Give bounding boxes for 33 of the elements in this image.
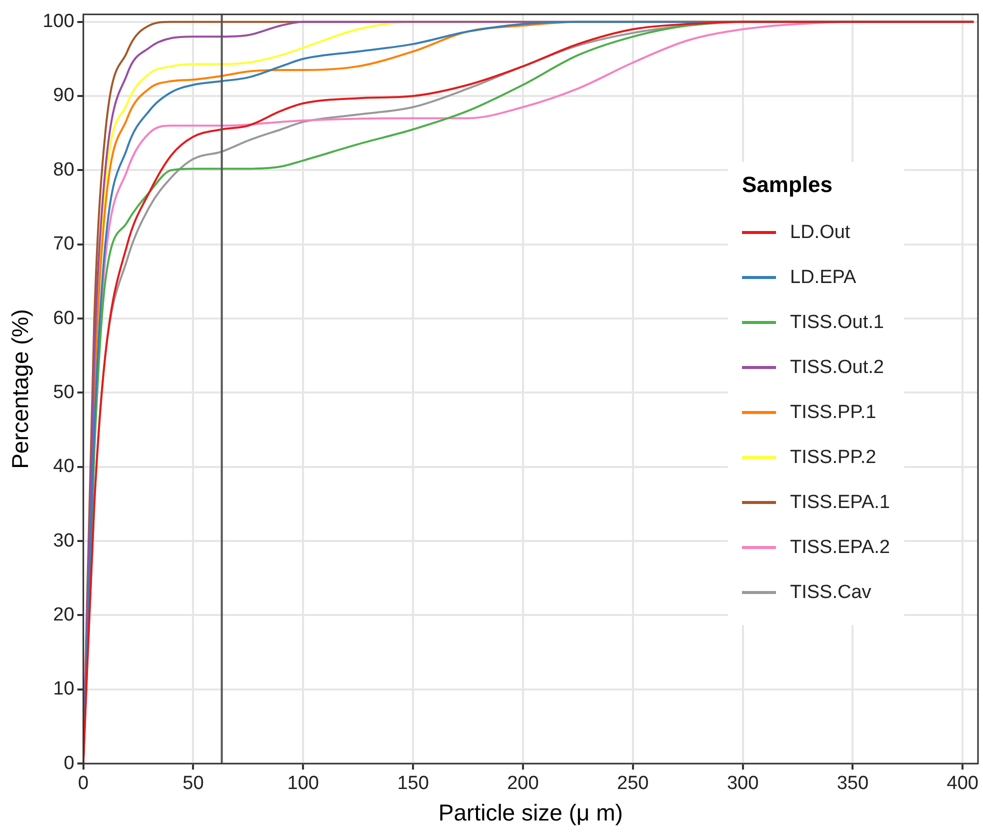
x-tick-label: 100 <box>287 773 319 794</box>
y-tick-label: 90 <box>53 85 74 106</box>
legend-label: TISS.EPA.1 <box>790 492 890 514</box>
y-tick-label: 60 <box>53 308 74 329</box>
x-tick-label: 350 <box>836 773 869 794</box>
y-tick-label: 20 <box>53 604 74 626</box>
y-tick-label: 30 <box>53 530 74 552</box>
x-tick-label: 300 <box>726 773 759 794</box>
x-tick-label: 250 <box>617 773 649 794</box>
x-tick-label: 50 <box>182 773 204 794</box>
line-series <box>83 20 975 764</box>
y-tick-label: 10 <box>53 678 74 700</box>
legend-title: Samples <box>742 172 834 198</box>
legend-label: TISS.Cav <box>790 582 872 604</box>
y-tick-label: 40 <box>53 456 74 478</box>
y-tick-label: 0 <box>64 752 74 774</box>
x-tick-label: 200 <box>507 773 539 794</box>
x-axis-title: Particle size (μ m) <box>438 800 623 826</box>
y-tick-label: 50 <box>53 382 74 403</box>
x-tick-label: 0 <box>78 773 89 794</box>
legend-label: LD.EPA <box>790 266 856 289</box>
y-tick-label: 100 <box>42 11 74 32</box>
legend-label: TISS.PP.2 <box>790 446 876 469</box>
x-tick-label: 150 <box>397 773 429 794</box>
y-tick-label: 80 <box>53 159 74 180</box>
y-axis-title: Percentage (%) <box>7 309 34 469</box>
legend-label: TISS.Out.1 <box>790 312 884 334</box>
x-tick-label: 400 <box>946 773 978 794</box>
legend-label: TISS.EPA.2 <box>790 536 890 559</box>
legend-label: TISS.PP.1 <box>790 402 876 424</box>
y-tick-label: 70 <box>53 234 74 255</box>
legend-label: TISS.Out.2 <box>790 356 884 379</box>
legend-label: LD.Out <box>790 222 850 244</box>
